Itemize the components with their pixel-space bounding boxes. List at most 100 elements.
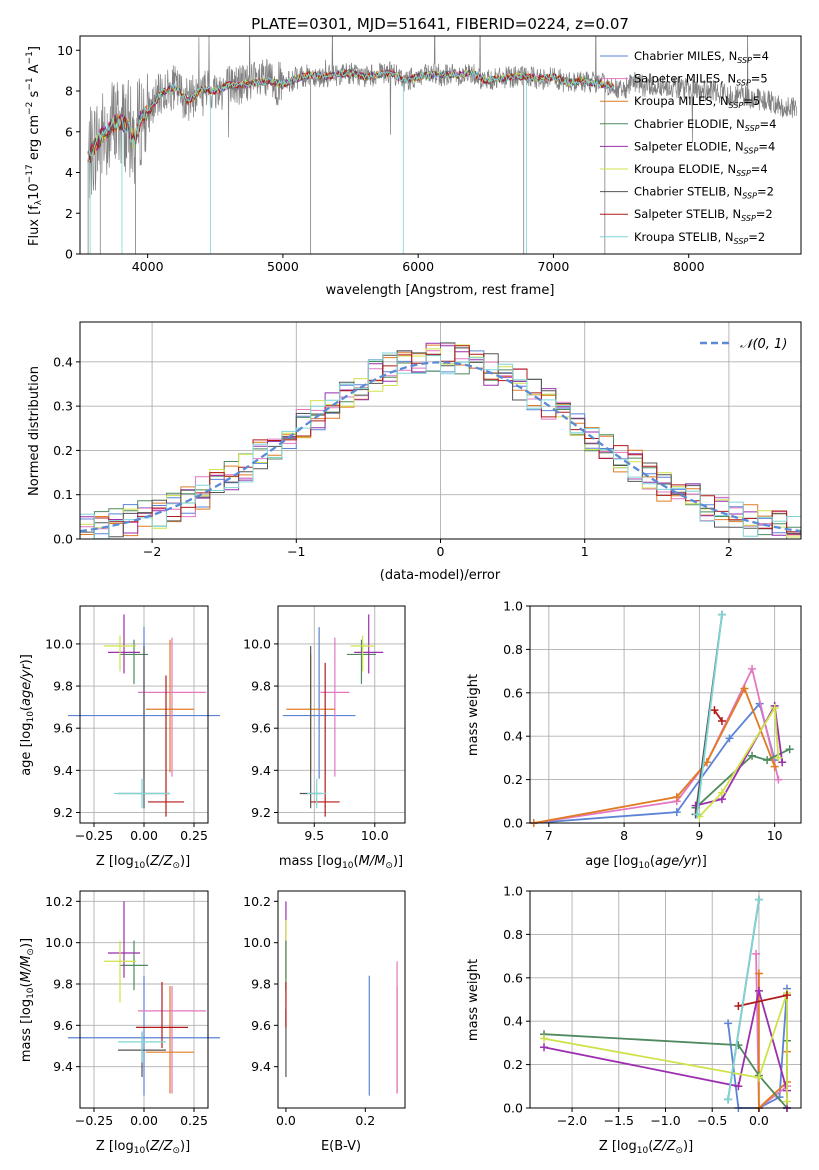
- spectrum-xlabel: wavelength [Angstrom, rest frame]: [326, 283, 555, 298]
- legend-label-suffix: =4: [752, 49, 769, 63]
- legend-label-sub: SSP: [742, 192, 757, 201]
- legend-label-main: Chabrier STELIB, N: [634, 185, 742, 199]
- x-tick-label: 9.5: [304, 828, 324, 843]
- mass-vs-metallicity-xlabel: Z [log10(Z/Z⊙)]: [96, 1139, 190, 1156]
- mass-weight-line: [696, 614, 723, 815]
- y-tick-label: 9.8: [251, 977, 271, 992]
- data-point-marker: [752, 949, 761, 958]
- mass-weight-vs-age-xlabel: age [log10(age/yr)]: [585, 854, 707, 871]
- data-point-marker: [778, 758, 787, 767]
- y-tick-label: 0.1: [53, 487, 73, 502]
- legend-label-sub: SSP: [741, 214, 756, 223]
- mass-weight-vs-age-ylabel: mass weight: [466, 674, 481, 756]
- y-tick-label: 10.0: [243, 935, 271, 950]
- x-tick-label: 7000: [538, 259, 570, 274]
- legend-label-main: Kroupa MILES, N: [634, 94, 729, 108]
- y-tick-label: 0.3: [53, 399, 73, 414]
- normal-curve-legend-label: 𝒩(0, 1): [740, 337, 787, 352]
- legend-label-suffix: =2: [757, 185, 774, 199]
- legend-label-sub: SSP: [729, 101, 744, 110]
- x-tick-label: 7: [545, 828, 553, 843]
- data-point-marker: [754, 969, 763, 978]
- y-tick-label: 0.2: [53, 443, 73, 458]
- y-tick-label: 0.8: [503, 642, 523, 657]
- legend-label: Kroupa STELIB, NSSP=2: [634, 230, 765, 246]
- data-point-marker: [782, 991, 791, 1000]
- legend-label-sub: SSP: [734, 237, 749, 246]
- legend-label: Chabrier ELODIE, NSSP=4: [634, 117, 776, 133]
- data-point-marker: [740, 684, 749, 693]
- legend-label-main: Salpeter ELODIE, N: [634, 139, 744, 153]
- data-point-marker: [717, 788, 726, 797]
- mass-weight-line: [727, 899, 760, 1100]
- legend-label-sub: SSP: [737, 56, 752, 65]
- y-tick-label: 10.0: [243, 636, 271, 651]
- legend-label-suffix: =4: [758, 139, 775, 153]
- data-point-marker: [725, 734, 734, 743]
- x-tick-label: 0.25: [180, 1113, 208, 1128]
- x-tick-label: 5000: [267, 259, 299, 274]
- y-tick-label: 9.6: [251, 1018, 271, 1033]
- y-tick-label: 0.8: [503, 927, 523, 942]
- x-tick-label: −1.5: [604, 1113, 634, 1128]
- y-tick-label: 6: [65, 124, 73, 139]
- x-tick-label: −2: [143, 544, 161, 559]
- legend-label: Kroupa ELODIE, NSSP=4: [634, 162, 768, 178]
- data-point-marker: [748, 664, 757, 673]
- y-tick-label: 0.4: [53, 354, 73, 369]
- mass-weight-line: [755, 953, 788, 1110]
- spectrum-panel: 4000 5000 6000 7000 8000 0 2 4 6 8 10 Chabrier MIL…: [25, 35, 802, 298]
- mass-vs-metallicity-panel: −0.25 0.00 0.25 9.4 9.6 9.8 10.0 10.2: [45, 890, 220, 1128]
- y-tick-label: 9.2: [53, 805, 73, 820]
- mass-weight-vs-metallicity-ylabel: mass weight: [466, 959, 481, 1041]
- y-tick-label: 10.2: [243, 894, 271, 909]
- legend-label: Salpeter ELODIE, NSSP=4: [634, 139, 775, 155]
- legend-label: Salpeter MILES, NSSP=5: [634, 72, 768, 88]
- data-point-marker: [672, 792, 681, 801]
- y-tick-label: 9.4: [53, 1059, 73, 1074]
- y-tick-label: 1.0: [503, 884, 523, 899]
- legend-label-suffix: =4: [751, 162, 768, 176]
- y-tick-label: 0.4: [503, 1014, 523, 1029]
- legend-label-suffix: =2: [756, 207, 773, 221]
- legend-label: Chabrier MILES, NSSP=4: [634, 49, 769, 65]
- data-point-marker: [754, 895, 763, 904]
- y-tick-label: 1.0: [503, 599, 523, 614]
- legend-label: Chabrier STELIB, NSSP=2: [634, 185, 774, 201]
- legend-label-main: Salpeter STELIB, N: [634, 207, 741, 221]
- y-tick-label: 0.6: [503, 685, 523, 700]
- x-tick-label: 4000: [132, 259, 164, 274]
- y-tick-label: 0.2: [503, 772, 523, 787]
- legend-label-sub: SSP: [745, 124, 760, 133]
- y-tick-label: 10.2: [45, 894, 73, 909]
- x-tick-label: −1: [287, 544, 305, 559]
- legend-label-main: Chabrier ELODIE, N: [634, 117, 745, 131]
- mass-vs-ebv-panel: 0.0 0.2 9.4 9.6 9.8 10.0 10.2: [243, 890, 406, 1128]
- x-tick-label: −0.25: [75, 1113, 113, 1128]
- y-tick-label: 9.4: [251, 763, 271, 778]
- x-tick-label: 6000: [402, 259, 434, 274]
- y-tick-label: 9.4: [53, 763, 73, 778]
- x-tick-label: 0.0: [276, 1113, 296, 1128]
- y-tick-label: 0: [65, 247, 73, 262]
- normal-reference-curve: [79, 361, 802, 533]
- legend-label-sub: SSP: [736, 169, 751, 178]
- mass-weight-line: [738, 994, 788, 1007]
- x-tick-label: 1: [581, 544, 589, 559]
- legend-label-suffix: =5: [743, 94, 760, 108]
- data-point-marker: [724, 1019, 733, 1028]
- data-point-marker: [734, 1082, 743, 1091]
- mass-weight-line: [543, 992, 788, 1102]
- data-point-marker: [724, 1095, 733, 1104]
- x-tick-label: 0.0: [749, 1113, 769, 1128]
- age-vs-mass-panel: 9.5 10.0 9.2 9.4 9.6 9.8 10.0: [243, 605, 406, 843]
- age-vs-metallicity-ylabel: age [log10(age/yr)]: [19, 654, 36, 776]
- legend-label-main: Salpeter MILES, N: [634, 72, 736, 86]
- residual-histogram-plot-area: −2 −1 0 1 2 0.0 0.1 0.2 0.3 0.4: [53, 321, 802, 559]
- data-point-marker: [710, 706, 719, 715]
- data-point-marker: [770, 762, 779, 771]
- y-tick-label: 0.0: [503, 1101, 523, 1116]
- y-tick-label: 4: [65, 165, 73, 180]
